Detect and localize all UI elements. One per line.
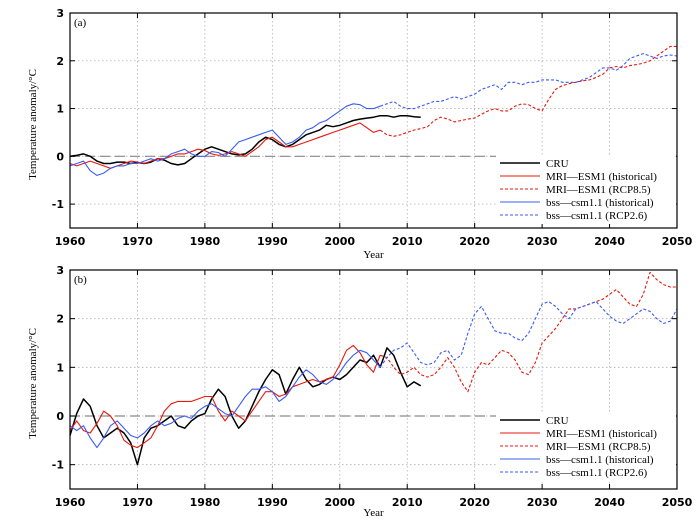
x-tick-label: 2050 — [662, 496, 693, 509]
series-line — [69, 347, 422, 466]
series-line — [69, 122, 381, 169]
x-tick-label: 1960 — [55, 235, 86, 248]
x-tick-label: 2000 — [324, 496, 355, 509]
x-tick-label: 2050 — [662, 235, 693, 248]
x-axis-label: Year — [363, 249, 384, 261]
x-tick-label: 1970 — [122, 496, 153, 509]
y-tick-label: 3 — [56, 264, 64, 277]
series-line — [379, 45, 677, 137]
legend-label: MRI—ESM1 (historical) — [546, 171, 657, 183]
y-tick-label: -1 — [52, 459, 64, 472]
chart-panel: -1 0 1 2 3 1960 1970 1980 1990 2000 2010 2020 2030 20… — [27, 7, 693, 261]
plot-frame — [69, 269, 678, 490]
series-line — [380, 53, 678, 110]
legend-label: MRI—ESM1 (historical) — [546, 428, 657, 440]
y-tick-label: 3 — [56, 7, 64, 20]
y-axis-label: Temperature anomaly/°C — [27, 69, 39, 180]
legend-label: MRI—ESM1 (RCP8.5) — [546, 441, 651, 453]
series-line — [69, 349, 381, 449]
x-tick-label: 2030 — [527, 235, 558, 248]
x-tick-label: 2030 — [527, 496, 558, 509]
plot-frame — [69, 12, 678, 229]
chart-panel: -1 0 1 2 3 1960 1970 1980 1990 2000 2010 2020 2030 20… — [27, 264, 693, 519]
series-line — [69, 103, 381, 176]
series-line — [69, 114, 421, 166]
legend-label: bss—csm1.1 (historical) — [546, 197, 654, 209]
legend-label: bss—csm1.1 (historical) — [546, 454, 654, 466]
legend-label: CRU — [546, 415, 569, 427]
panel-label: (a) — [74, 17, 87, 29]
y-tick-label: 1 — [56, 361, 64, 374]
legend-label: bss—csm1.1 (RCP2.6) — [546, 467, 647, 479]
x-axis-label: Year — [363, 507, 384, 519]
panel-label: (b) — [74, 274, 87, 286]
x-tick-label: 1970 — [122, 235, 153, 248]
x-tick-label: 1990 — [257, 235, 288, 248]
legend-label: CRU — [546, 158, 569, 170]
legend-label: bss—csm1.1 (RCP2.6) — [546, 210, 647, 222]
x-tick-label: 2010 — [392, 235, 423, 248]
series-line — [380, 271, 677, 393]
y-tick-label: 0 — [56, 150, 64, 163]
y-tick-label: -1 — [52, 198, 64, 211]
x-tick-label: 1980 — [190, 235, 221, 248]
y-tick-label: 0 — [56, 410, 64, 423]
legend-label: MRI—ESM1 (RCP8.5) — [546, 184, 651, 196]
y-tick-label: 2 — [56, 313, 64, 326]
x-tick-label: 2020 — [459, 496, 490, 509]
x-tick-label: 2040 — [594, 235, 625, 248]
series-line — [69, 344, 381, 449]
x-tick-label: 2040 — [594, 496, 625, 509]
x-tick-label: 1990 — [257, 496, 288, 509]
y-tick-label: 1 — [56, 103, 64, 116]
x-tick-label: 2020 — [459, 235, 490, 248]
x-tick-label: 1980 — [190, 496, 221, 509]
y-tick-label: 2 — [56, 55, 64, 68]
series-line — [379, 301, 678, 368]
x-tick-label: 2010 — [392, 496, 423, 509]
x-tick-label: 1960 — [55, 496, 86, 509]
x-tick-label: 2000 — [324, 235, 355, 248]
y-axis-label: Temperature anomaly/°C — [27, 328, 39, 439]
